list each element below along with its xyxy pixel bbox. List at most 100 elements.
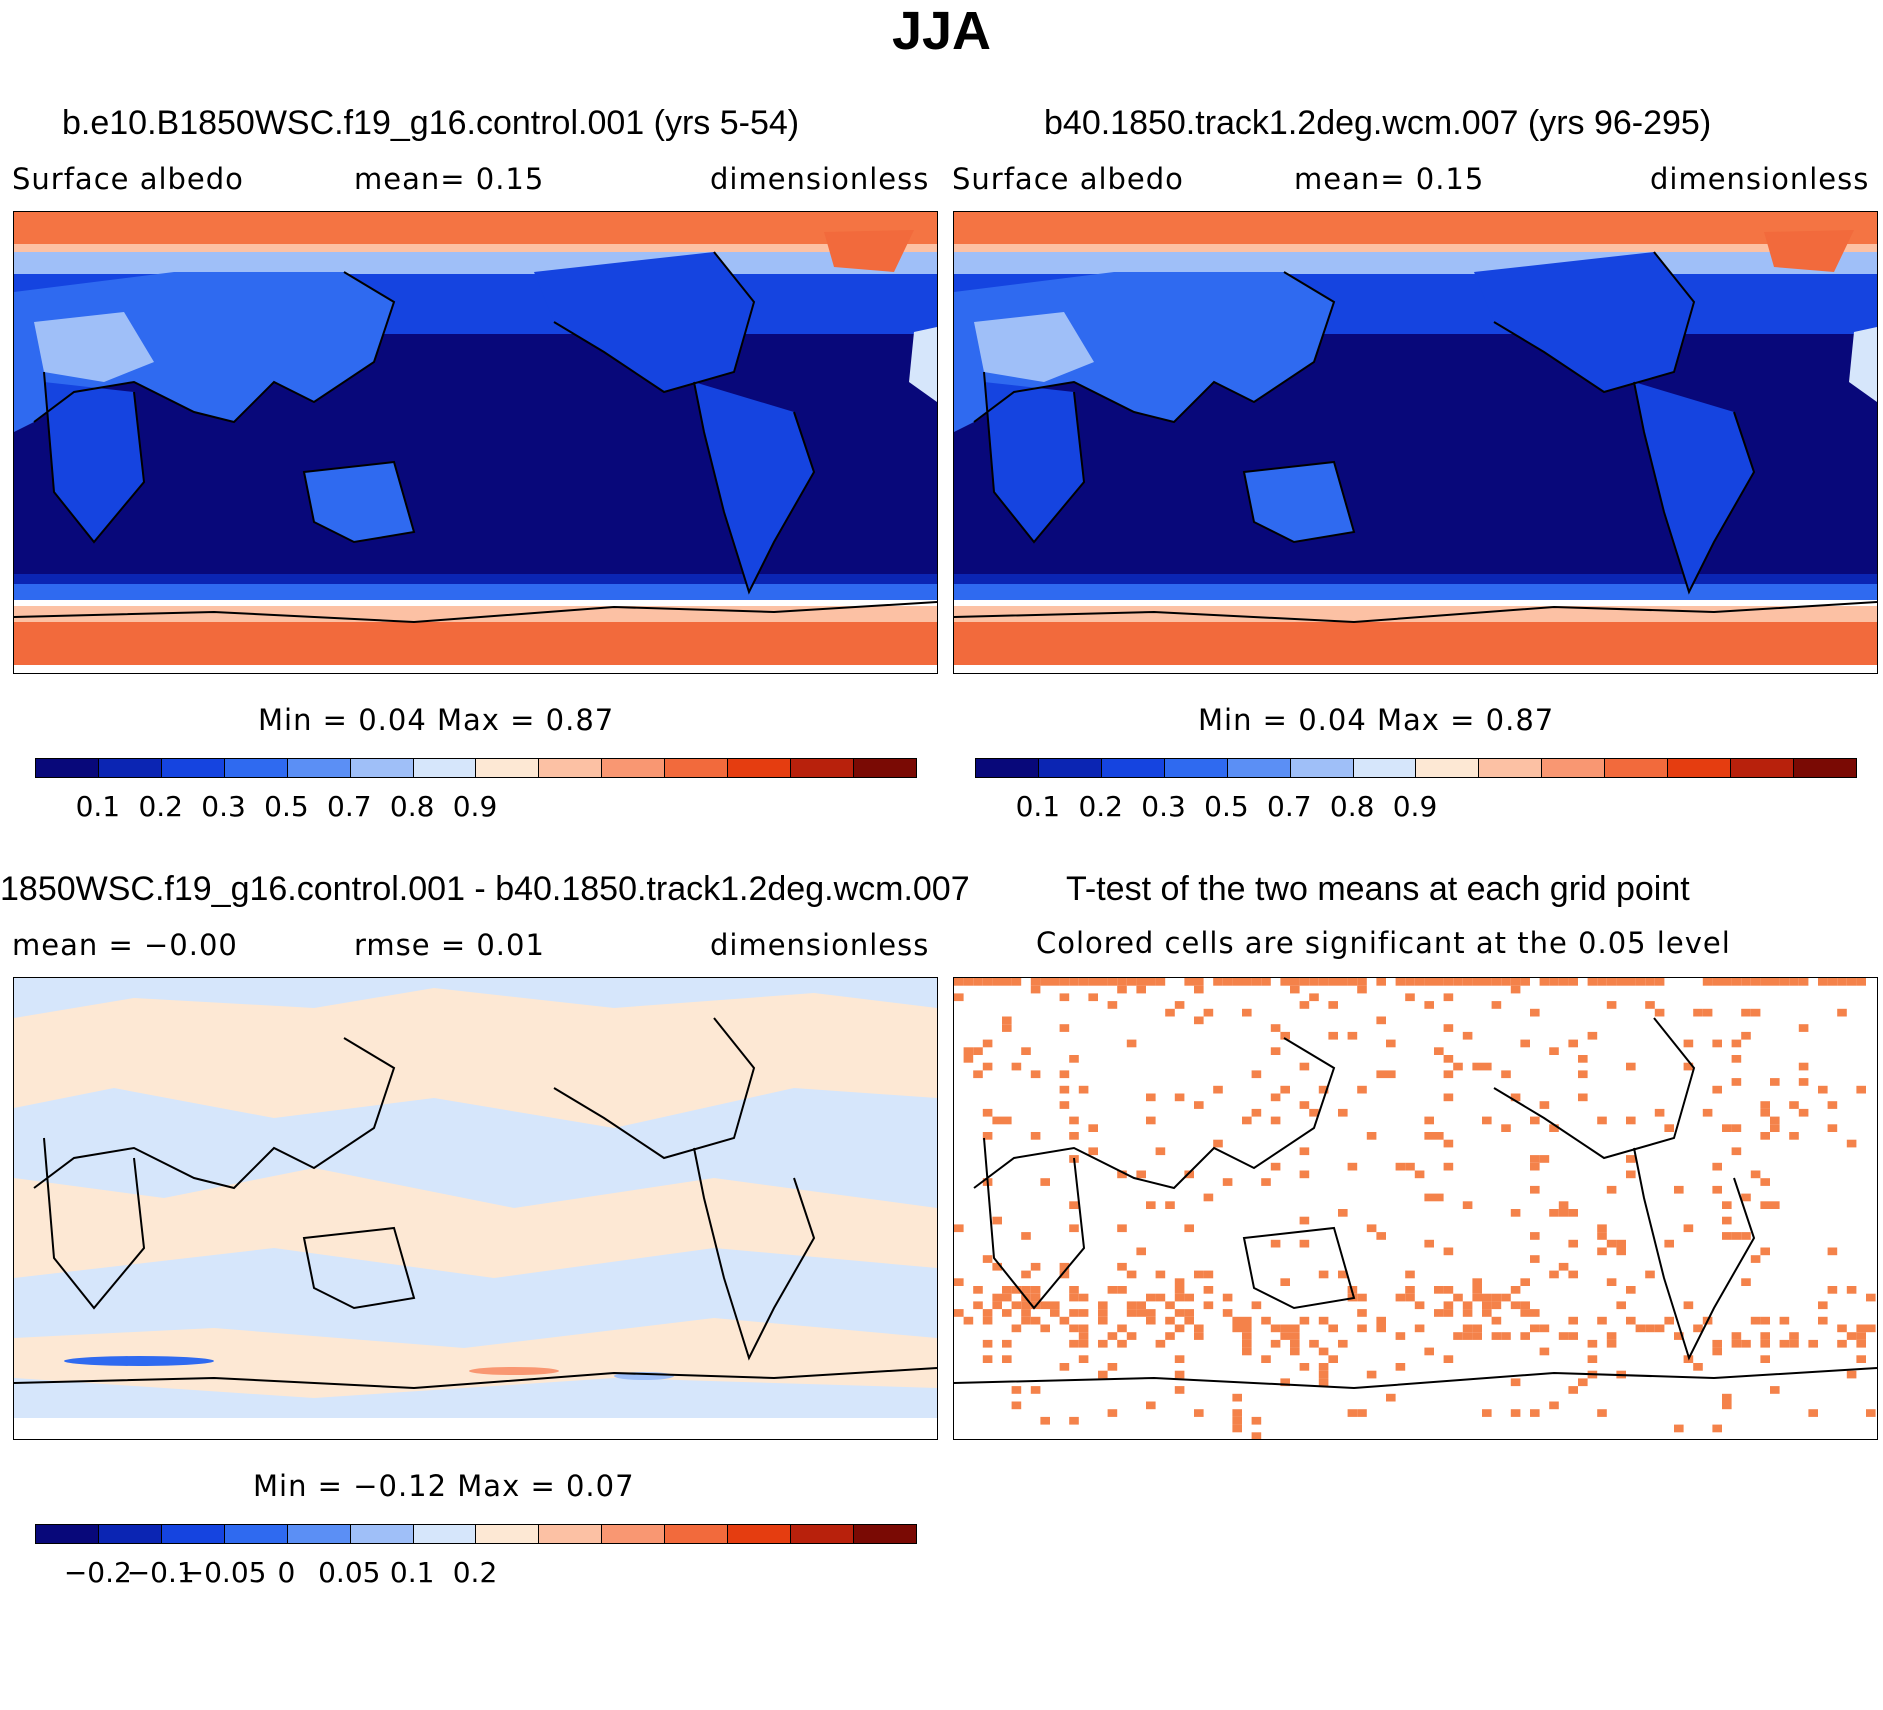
significant-cell — [1021, 1316, 1031, 1325]
significant-cell — [1078, 1355, 1089, 1363]
colorbar-swatch — [1605, 759, 1669, 777]
significant-cell — [1088, 978, 1098, 986]
significant-cell — [1270, 1239, 1281, 1248]
significant-cell — [1846, 978, 1857, 986]
significant-cell — [1376, 1232, 1386, 1240]
significant-cell — [1530, 1116, 1540, 1125]
significant-cell — [1827, 978, 1838, 986]
significant-cell — [1290, 1324, 1300, 1333]
significant-cell — [1770, 1078, 1780, 1086]
significant-cell — [1568, 1316, 1578, 1325]
significant-cell — [1664, 1124, 1674, 1132]
significant-cell — [1222, 1293, 1233, 1302]
significant-cell — [1722, 1232, 1732, 1240]
significant-cell — [1347, 1031, 1358, 1040]
significant-cell — [1222, 1309, 1233, 1317]
significant-cell — [1069, 978, 1079, 986]
significant-cell — [1194, 1101, 1204, 1109]
significant-cell — [1069, 1055, 1079, 1063]
significant-cell — [1194, 1270, 1204, 1279]
significant-cell — [1434, 1286, 1444, 1294]
significant-cell — [1510, 985, 1521, 994]
significant-cell — [1002, 1309, 1012, 1317]
significant-cell — [1520, 1301, 1530, 1310]
significant-cell — [1674, 1424, 1684, 1433]
significant-cell — [1146, 1201, 1156, 1209]
colorbar-swatch — [791, 1525, 854, 1543]
significant-cell — [1050, 978, 1060, 986]
significant-cell — [1750, 1170, 1761, 1179]
colorbar-tick-label: 0.5 — [1204, 790, 1249, 823]
significant-cell — [1059, 1270, 1070, 1279]
significant-cell — [1376, 1070, 1386, 1079]
significant-cell — [1232, 978, 1242, 986]
significant-cell — [1549, 1209, 1559, 1217]
significant-cell — [1078, 1085, 1089, 1094]
significant-cell — [1011, 1324, 1022, 1333]
colorbar-swatch — [602, 759, 666, 777]
significant-cell — [1357, 1293, 1367, 1302]
significant-cell — [1472, 1293, 1482, 1302]
significant-cell — [1424, 1001, 1434, 1009]
significant-cell — [1741, 978, 1751, 986]
significant-cell — [1117, 1170, 1127, 1179]
significant-cell — [1002, 978, 1012, 986]
colorbar-swatch — [1416, 759, 1480, 777]
panel2-title: b40.1850.track1.2deg.wcm.007 (yrs 96-295… — [1044, 104, 1712, 142]
significant-cell — [1501, 1332, 1511, 1340]
significant-cell — [1520, 1039, 1530, 1048]
significant-cell — [963, 1047, 974, 1055]
significant-cell — [954, 993, 964, 1002]
significant-cell — [1770, 1201, 1780, 1209]
significant-cell — [1789, 1339, 1799, 1348]
significant-cell — [1722, 1124, 1732, 1132]
significant-cell — [1242, 1008, 1252, 1017]
colorbar-swatch — [853, 1525, 916, 1543]
significant-cell — [1318, 1370, 1329, 1379]
significant-cell — [1856, 1339, 1866, 1348]
significant-cell — [1712, 1039, 1722, 1048]
significant-cell — [1760, 1339, 1770, 1348]
significant-cell — [1760, 1247, 1770, 1256]
significant-cell — [1194, 1332, 1204, 1340]
significant-cell — [1078, 1339, 1089, 1348]
significant-cell — [1424, 1347, 1434, 1356]
significant-cell — [1069, 1201, 1079, 1209]
significant-cell — [982, 1132, 993, 1140]
significant-cell — [1482, 1293, 1492, 1302]
significant-cell — [1568, 1270, 1578, 1279]
significant-cell — [1299, 1101, 1310, 1109]
panel3-mean: mean = −0.00 — [12, 928, 238, 962]
significant-cell — [1568, 1209, 1578, 1217]
significant-cell — [1558, 1209, 1569, 1217]
significant-cell — [1357, 1309, 1367, 1317]
significant-cell — [1165, 1316, 1175, 1325]
significant-cell — [1424, 978, 1434, 986]
significant-cell — [1587, 1355, 1598, 1363]
significant-cell — [1251, 1108, 1262, 1117]
significant-cell — [1290, 985, 1300, 994]
significant-cell — [1808, 1339, 1818, 1348]
colorbar-swatch — [853, 759, 916, 777]
significant-cell — [1040, 1324, 1050, 1333]
significant-cell — [1136, 1309, 1146, 1317]
panel4-subtitle: Colored cells are significant at the 0.0… — [1036, 926, 1731, 960]
significant-cell — [954, 978, 964, 986]
significant-cell — [1501, 978, 1511, 986]
significant-cell — [1482, 1301, 1492, 1310]
significant-cell — [1482, 1409, 1492, 1417]
significant-cell — [1174, 1293, 1185, 1302]
significant-cell — [1510, 1209, 1521, 1217]
significant-cell — [982, 1316, 993, 1325]
significant-cell — [1126, 1270, 1137, 1279]
significant-cell — [1021, 1270, 1031, 1279]
significant-cell — [1126, 1039, 1137, 1048]
significant-cell — [1587, 1339, 1598, 1348]
colorbar-swatch — [413, 759, 477, 777]
significant-cell — [1827, 1101, 1838, 1109]
significant-cell — [1462, 978, 1473, 986]
significant-cell — [1155, 1339, 1166, 1348]
significant-cell — [1664, 1239, 1674, 1248]
colorbar-swatch — [36, 759, 99, 777]
significant-cell — [1434, 1047, 1444, 1055]
